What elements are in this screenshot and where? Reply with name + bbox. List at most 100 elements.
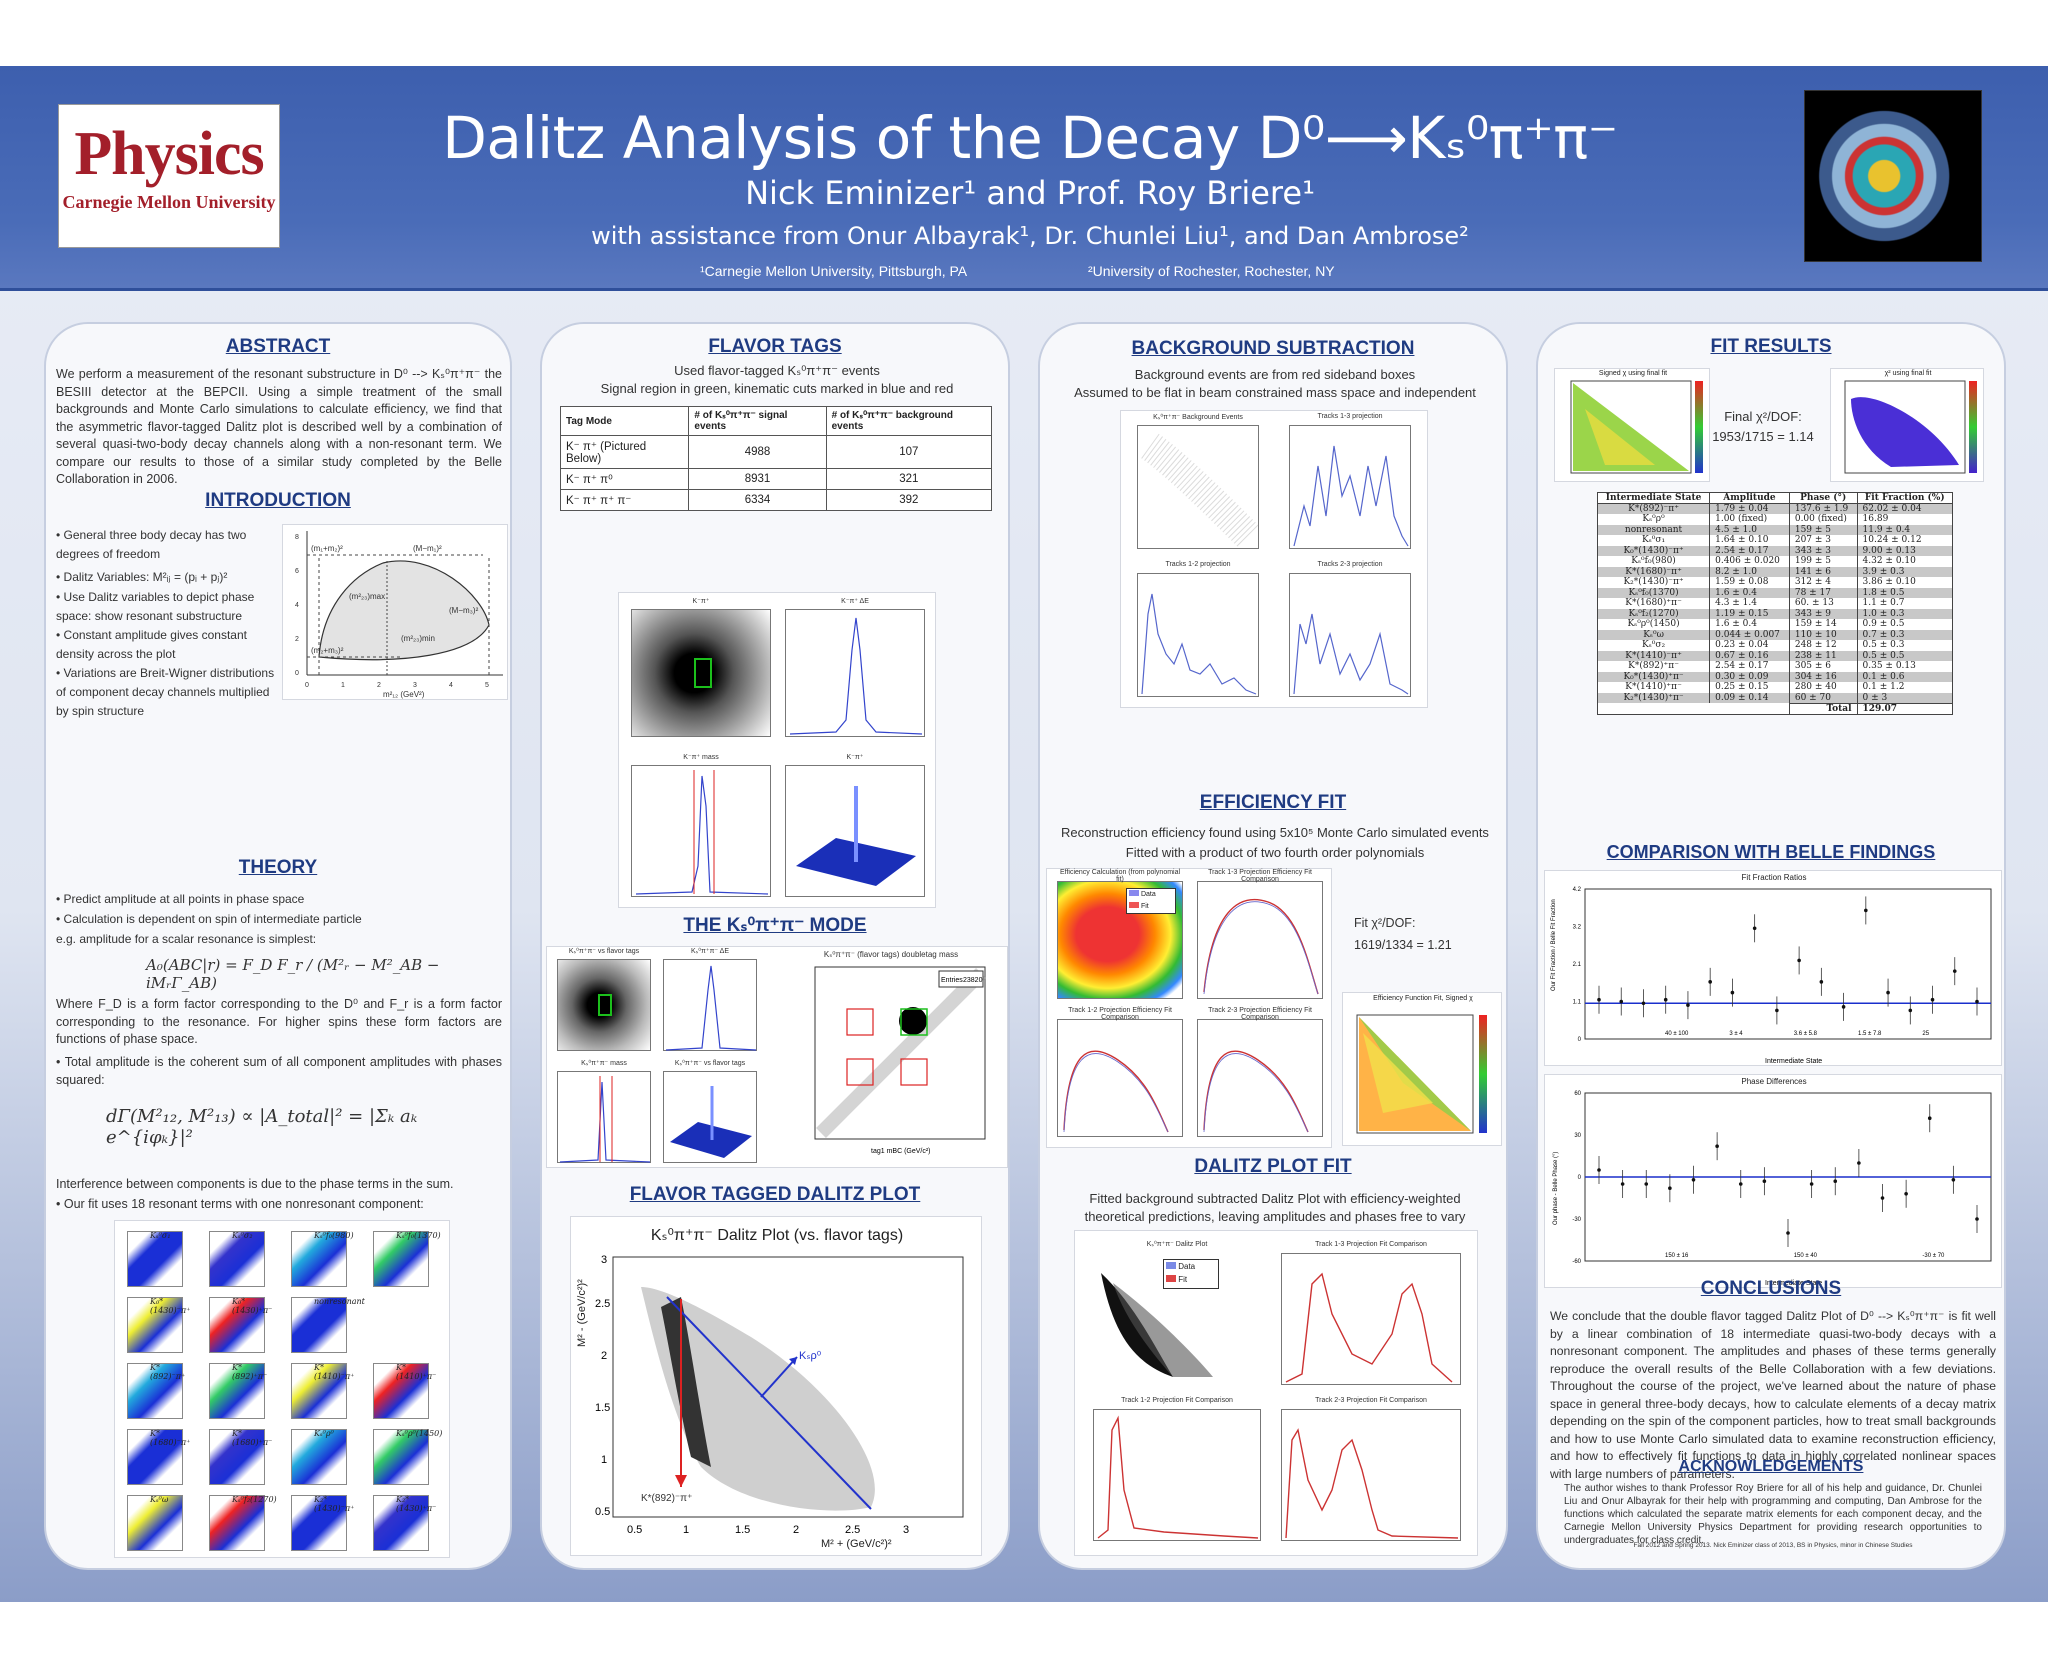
data-point: [1619, 999, 1624, 1004]
table-cell: 343 ± 3: [1788, 545, 1858, 556]
total-value: 129.07: [1856, 702, 1954, 714]
ksrho-label: Kₛρ⁰: [799, 1350, 822, 1362]
component-thumbnail: K₀*(1430)⁻π⁺: [127, 1297, 190, 1353]
component-label: K*(1680)⁻π⁺: [150, 1429, 191, 1447]
signed-chi-svg: [1356, 1014, 1487, 1134]
fit-table-total: Total 129.07: [1598, 702, 1954, 714]
tag-mode-table: Tag Mode # of Kₛ⁰π⁺π⁻ signal events # of…: [559, 406, 993, 511]
table-cell: 207 ± 3: [1788, 535, 1858, 546]
fig-ytick: 8: [295, 534, 299, 541]
table-cell: [1710, 703, 1790, 714]
ks-mass-histogram: [559, 1076, 651, 1163]
data-point: [1686, 1003, 1690, 1007]
chart1-xlabel: Intermediate State: [1765, 1058, 1822, 1065]
ks-mass-plot: Kₛ⁰π⁺π⁻ mass: [557, 1060, 651, 1163]
dalitz-fit-line2: theoretical predictions, leaving amplitu…: [1084, 1209, 1466, 1224]
plot-title: Kₛ⁰π⁺π⁻ vs flavor tags: [568, 948, 640, 955]
table-cell: 8931: [688, 468, 827, 490]
introduction-title: INTRODUCTION: [205, 490, 351, 511]
data-point: [1841, 1005, 1846, 1009]
bg-proj23-histo: [1293, 613, 1409, 695]
kpi-lego-plot: K⁻π⁺: [785, 754, 925, 897]
table-cell: 1.6 ± 0.4: [1709, 587, 1790, 598]
logo-word: Physics: [74, 120, 264, 188]
component-label: Kₛ⁰f₂(1270): [232, 1495, 277, 1504]
data-point: [1738, 1182, 1743, 1186]
component-thumbnails: Kₛ⁰σ₁ Kₛ⁰σ₂ Kₛ⁰f₀(980) Kₛ⁰f₀(1370) K₀*(1430)…: [114, 1220, 450, 1558]
flavor-tag-plots: K⁻π⁺ K⁻π⁺ ΔE K⁻π⁺ mass K⁻π⁺: [618, 592, 936, 908]
kpi-scatter-plot: K⁻π⁺: [631, 598, 771, 737]
conclusions-title: CONCLUSIONS: [1700, 1278, 1842, 1299]
dalitz-boundary-svg: (m₁+m₂)² (M−m₁)² (M−m₃)² (m₂+m₃)² (m²₂₃)…: [295, 531, 503, 699]
component-thumbnail: K₀*(1430)⁺π⁻: [209, 1297, 272, 1353]
data-point: [1857, 1161, 1861, 1165]
plot-title: Track 1-2 Projection Fit Comparison: [1121, 1397, 1233, 1404]
x-tick: 2.5: [845, 1524, 860, 1536]
table-header: Fit Fraction (%): [1856, 492, 1954, 504]
fig-xtick: 3: [413, 682, 417, 689]
chart-annotation: -30 ± 70: [1922, 1253, 1945, 1259]
table-cell: 62.02 ± 0.04: [1856, 503, 1954, 514]
table-row: nonresonant 4.5 ± 1.0 159 ± 5 11.9 ± 0.4: [1596, 524, 1954, 535]
fig-ytick: 4: [295, 602, 299, 609]
data-point: [1597, 1168, 1601, 1172]
component-label: nonresonant: [314, 1297, 365, 1306]
flavor-dalitz-ylabel: M² - (GeV/c²)²: [576, 1279, 588, 1347]
table-row: K⁻ π⁺ (Pictured Below) 4988 107: [559, 435, 993, 469]
table-cell: 392: [825, 489, 993, 511]
entries-value: 23820: [963, 977, 983, 984]
table-row: K₂*(1430)⁻π⁺ 1.59 ± 0.08 312 ± 4 3.86 ± 0.1…: [1596, 577, 1954, 588]
y-tick: 1: [601, 1454, 607, 1466]
table-row: Kₛ⁰f₂(1270) 1.19 ± 0.15 343 ± 9 1.0 ± 0.3: [1596, 608, 1954, 619]
ks-lego-plot: Kₛ⁰π⁺π⁻ vs flavor tags: [663, 1060, 757, 1163]
ks-mode-plots: Kₛ⁰π⁺π⁻ vs flavor tags Kₛ⁰π⁺π⁻ ΔE Kₛ⁰π⁺π…: [546, 946, 1008, 1168]
fit-proj12-plot: Track 1-2 Projection Fit Comparison: [1093, 1397, 1261, 1541]
x-tick: 2: [793, 1524, 799, 1536]
acknowledgements-footnote: Fall 2012 and Spring 2013. Nick Eminizer…: [1633, 1542, 1913, 1549]
plot-title: Kₛ⁰π⁺π⁻ mass: [581, 1060, 627, 1067]
theory-interference-note: Interference between components is due t…: [56, 1177, 454, 1191]
table-cell: 312 ± 4: [1788, 577, 1858, 588]
doubletag-plot: Kₛ⁰π⁺π⁻ (flavor tags) doubletag mass Ent…: [791, 950, 991, 1155]
fig-label: (m²₂₃)max: [349, 592, 385, 601]
legend-data: Data: [1129, 889, 1175, 901]
fig-label: (m₂+m₃)²: [311, 646, 344, 655]
plot-title: Kₛ⁰π⁺π⁻ (flavor tags) doubletag mass: [823, 950, 959, 959]
plot-title: Tracks 1-3 projection: [1317, 413, 1383, 420]
data-point: [1930, 997, 1935, 1002]
chart-annotation: 150 ± 40: [1794, 1253, 1818, 1259]
table-cell: 0.67 ± 0.16: [1709, 650, 1790, 661]
table-cell: 0.5 ± 0.5: [1856, 650, 1954, 661]
table-cell: K*(1680)⁻π⁺: [1596, 566, 1711, 577]
x-tick: 1: [683, 1524, 689, 1536]
component-thumbnail: Kₛ⁰σ₁: [127, 1231, 183, 1287]
component-label: K*(892)⁺π⁻: [232, 1363, 268, 1381]
legend-fit: Fit: [1129, 901, 1175, 913]
table-cell: K⁻ π⁺ (Pictured Below): [559, 435, 690, 469]
table-row: Kₛ⁰σ₁ 1.64 ± 0.10 207 ± 3 10.24 ± 0.12: [1596, 535, 1954, 546]
plot-title: K⁻π⁺ ΔE: [841, 598, 869, 605]
table-cell: K₀*(1430)⁻π⁺: [1596, 545, 1711, 556]
table-cell: K⁻ π⁺ π⁺ π⁻: [559, 489, 690, 511]
theory-fit-note: • Our fit uses 18 resonant terms with on…: [56, 1197, 424, 1211]
data-point: [1786, 1231, 1790, 1235]
belle-ratio-figure: Fit Fraction Ratios Our Fit Fraction / B…: [1544, 870, 2002, 1066]
table-row: K⁻ π⁺ π⁰ 8931 321: [559, 468, 993, 490]
fig-xtick: 1: [341, 682, 345, 689]
data-point: [1819, 980, 1824, 984]
bg-events-plot: Kₛ⁰π⁺π⁻ Background Events: [1137, 414, 1259, 549]
doubletag-svg: Entries 23820 tag1 mBC (GeV/c²): [814, 966, 986, 1155]
y-tick: 2.5: [595, 1298, 610, 1310]
eff-proj12-curve: [1063, 1050, 1169, 1133]
table-cell: Kₛ⁰f₀(1370): [1596, 587, 1711, 598]
fig-ytick: 2: [295, 636, 299, 643]
y-tick-label: -30: [1572, 1217, 1581, 1223]
component-label: K₀*(1430)⁻π⁺: [150, 1297, 191, 1315]
table-row: Kₛ⁰f₀(980) 0.406 ± 0.020 199 ± 5 4.32 ± 0.1…: [1596, 556, 1954, 567]
table-header: Amplitude: [1709, 492, 1790, 504]
acknowledgements-text: The author wishes to thank Professor Roy…: [1564, 1483, 1982, 1546]
plot-title: Track 1-3 Projection Efficiency Fit Comp…: [1208, 869, 1312, 883]
table-cell: 4.32 ± 0.10: [1856, 556, 1954, 567]
chart1-ylabel: Our Fit Fraction / Belle Fit Fraction: [1551, 899, 1557, 991]
y-tick-label: 30: [1574, 1133, 1581, 1139]
